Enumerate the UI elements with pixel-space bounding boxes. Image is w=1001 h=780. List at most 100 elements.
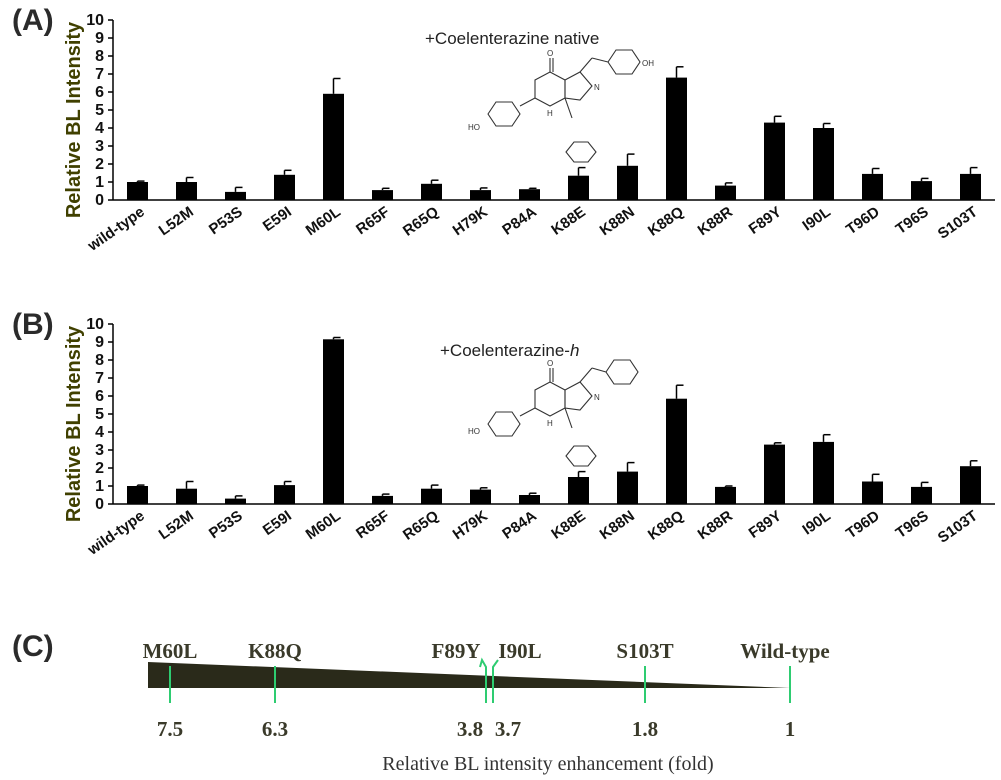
bar-m60l	[323, 93, 344, 200]
bar-r65f	[372, 495, 393, 504]
molecule-b-oxygen: O	[547, 359, 553, 368]
ytick-label: 4	[95, 120, 104, 137]
xtick-label: T96D	[843, 203, 883, 238]
bar-i90l	[813, 128, 834, 200]
xtick-label: P53S	[206, 203, 246, 238]
xtick-label: K88N	[597, 507, 638, 543]
marker-line	[492, 659, 499, 703]
panel-a-label: (A)	[12, 4, 54, 37]
ytick-label: 4	[95, 424, 104, 441]
bar-k88r	[715, 185, 736, 200]
ytick-label: 10	[86, 316, 104, 333]
marker-value: 3.7	[495, 717, 521, 741]
bar-h79k	[470, 190, 491, 200]
bar-k88q	[666, 398, 687, 504]
bar-h79k	[470, 489, 491, 504]
bar-m60l	[323, 339, 344, 504]
xtick-label: R65F	[353, 203, 393, 238]
enhancement-wedge	[148, 662, 790, 688]
marker-value: 1.8	[632, 717, 658, 741]
panel-c: (C) M60L 7.5 K88Q 6.3 F89Y 3.8 I90L 3.7 S103T 1.8…	[12, 630, 830, 775]
bar-i90l	[813, 441, 834, 504]
bar-wild-type	[127, 182, 148, 200]
marker-value: 7.5	[157, 717, 183, 741]
ytick-label: 5	[95, 406, 104, 423]
bar-e59i	[274, 174, 295, 200]
panel-b-error-bars	[136, 336, 978, 499]
xtick-label: E59I	[260, 203, 295, 235]
ytick-label: 10	[86, 12, 104, 29]
bar-k88q	[666, 77, 687, 200]
ytick-label: 8	[95, 48, 104, 65]
ytick-label: 7	[95, 66, 104, 83]
panel-a-xticks: wild-type L52M P53S E59I M60L R65F R65Q H79K P84…	[84, 203, 981, 255]
marker-value: 3.8	[457, 717, 483, 741]
xtick-label: K88E	[548, 507, 588, 542]
ytick-label: 0	[95, 496, 104, 513]
panel-c-markers: M60L 7.5 K88Q 6.3 F89Y 3.8 I90L 3.7 S103T 1.8 Wild…	[143, 639, 830, 741]
xtick-label: K88Q	[645, 203, 687, 240]
marker-line	[479, 657, 487, 703]
ytick-label: 3	[95, 442, 104, 459]
xtick-label: K88E	[548, 203, 588, 238]
ytick-label: 1	[95, 174, 104, 191]
xtick-label: K88Q	[645, 507, 687, 544]
xtick-label: T96S	[893, 507, 932, 541]
panel-b-ylabel: Relative BL Intensity	[63, 325, 85, 522]
bar-p84a	[519, 495, 540, 504]
bar-f89y	[764, 122, 785, 200]
molecule-a-nitrogen: N	[594, 83, 600, 92]
panel-b-annotation: +Coelenterazine-h	[440, 341, 579, 360]
bar-r65q	[421, 183, 442, 200]
panel-c-xlabel: Relative BL intensity enhancement (fold)	[382, 753, 713, 775]
panel-b-xticks: wild-type L52M P53S E59I M60L R65F R65Q H79K P84…	[84, 507, 981, 559]
panel-b-label: (B)	[12, 308, 54, 341]
panel-a-error-bars	[136, 66, 978, 192]
bar-l52m	[176, 182, 197, 200]
coelenterazine-h-structure: O N HO H	[468, 359, 639, 467]
ytick-label: 2	[95, 156, 104, 173]
xtick-label: K88R	[695, 203, 736, 239]
ytick-label: 5	[95, 102, 104, 119]
xtick-label: T96D	[843, 507, 883, 542]
bar-t96d	[862, 173, 883, 200]
bar-r65f	[372, 190, 393, 200]
molecule-b-hydrogen: H	[547, 419, 553, 428]
xtick-label: L52M	[156, 507, 197, 543]
bar-wild-type	[127, 486, 148, 504]
xtick-label: S103T	[935, 203, 981, 242]
panel-b-bars	[127, 339, 981, 504]
xtick-label: R65Q	[400, 203, 442, 240]
xtick-label: S103T	[935, 507, 981, 546]
marker-label-m60l: M60L	[143, 639, 198, 663]
bar-l52m	[176, 488, 197, 504]
xtick-label: E59I	[260, 507, 295, 539]
ytick-label: 6	[95, 84, 104, 101]
xtick-label: P84A	[499, 507, 540, 543]
xtick-label: wild-type	[84, 203, 148, 255]
xtick-label: P84A	[499, 203, 540, 239]
bar-e59i	[274, 485, 295, 504]
panel-a-annotation: +Coelenterazine native	[425, 29, 599, 48]
bar-p84a	[519, 189, 540, 200]
ytick-label: 9	[95, 334, 104, 351]
bar-f89y	[764, 444, 785, 504]
ytick-label: 1	[95, 478, 104, 495]
ytick-label: 8	[95, 352, 104, 369]
molecule-a-hydrogen: H	[547, 109, 553, 118]
xtick-label: P53S	[206, 507, 246, 542]
panel-c-label: (C)	[12, 630, 54, 663]
coelenterazine-native-structure: O OH N HO H	[468, 49, 654, 163]
bar-p53s	[225, 191, 246, 200]
molecule-b-hydroxyl-left: HO	[468, 427, 480, 436]
molecule-a-oxygen: O	[547, 49, 553, 58]
bar-k88r	[715, 486, 736, 504]
ytick-label: 9	[95, 30, 104, 47]
xtick-label: I90L	[799, 507, 833, 538]
xtick-label: H79K	[450, 507, 491, 543]
xtick-label: M60L	[303, 507, 344, 543]
